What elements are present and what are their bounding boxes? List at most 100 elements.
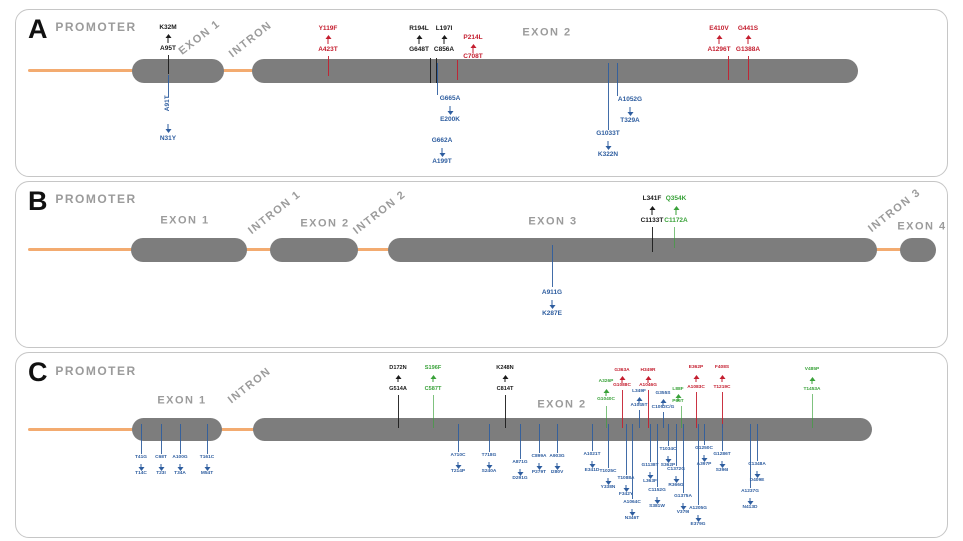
amino-acid-label: F408S: [714, 365, 730, 370]
mutation-line: [812, 394, 813, 428]
panel-letter: C: [28, 357, 48, 387]
exon-block: [132, 59, 224, 83]
nucleotide-label: A1046G: [639, 383, 657, 388]
amino-acid-label: G363A: [614, 368, 630, 373]
mutation-arrow-down-icon: [672, 476, 681, 483]
exon-block: [388, 238, 877, 262]
mutation-line: [436, 58, 437, 83]
nucleotide-label: A903G: [549, 454, 565, 459]
mutation-arrow-down-icon: [622, 485, 631, 492]
mutation-arrow-down-icon: [176, 464, 185, 471]
mutation-line: [698, 424, 699, 505]
amino-acid-label: N31Y: [159, 135, 177, 142]
nucleotide-label: G1040C: [597, 397, 615, 402]
mutation-arrow-down-icon: [604, 478, 613, 485]
mutation-line: [557, 424, 558, 453]
mutation-arrow-down-icon: [626, 107, 635, 116]
nucleotide-label: C899A: [531, 454, 547, 459]
nucleotide-label: C1152G: [648, 488, 666, 493]
amino-acid-label: Y119F: [318, 25, 338, 32]
mutation-arrow-up-icon: [692, 375, 701, 382]
nucleotide-label: G665A: [439, 95, 461, 102]
mutation-arrow-down-icon: [137, 464, 146, 471]
mutation-arrow-down-icon: [694, 515, 703, 522]
exon-block: [131, 238, 247, 262]
mutation-line: [398, 395, 399, 428]
mutation-line: [648, 390, 649, 428]
mutation-line: [433, 395, 434, 428]
nucleotide-label: G514A: [389, 386, 407, 392]
mutation-arrow-up-icon: [674, 394, 683, 401]
nucleotide-label: A710C: [450, 453, 466, 458]
mutation-arrow-down-icon: [438, 148, 447, 157]
amino-acid-label: A199T: [432, 158, 452, 165]
nucleotide-label: A1083C: [687, 385, 705, 390]
nucleotide-label: T718G: [481, 453, 497, 458]
mutation-line: [663, 412, 664, 428]
mutation-line: [141, 424, 142, 454]
mutation-line: [722, 392, 723, 428]
mutation-arrow-down-icon: [604, 141, 613, 150]
amino-acid-label: S362P: [660, 463, 676, 468]
nucleotide-label: G1138T: [641, 463, 659, 468]
amino-acid-label: K287E: [542, 310, 562, 317]
mutation-arrow-up-icon: [644, 376, 653, 383]
nucleotide-label: C856A: [433, 46, 455, 53]
mutation-line: [748, 56, 749, 80]
mutation-line: [639, 410, 640, 428]
nucleotide-label: T1025C: [599, 469, 617, 474]
nucleotide-label: C68T: [155, 455, 167, 460]
amino-acid-label: Q354K: [665, 195, 687, 202]
amino-acid-label: T214P: [450, 469, 466, 474]
exon-block: [253, 418, 872, 441]
nucleotide-label: G1250C: [695, 446, 713, 451]
amino-acid-label: L197I: [435, 25, 453, 32]
amino-acid-label: N413D: [742, 505, 758, 510]
amino-acid-label: E200K: [440, 116, 460, 123]
mutation-arrow-up-icon: [469, 44, 478, 53]
nucleotide-label: G1088C: [613, 383, 631, 388]
nucleotide-label: G1033T: [596, 130, 620, 137]
mutation-line: [457, 60, 458, 80]
amino-acid-label: P214L: [463, 34, 483, 41]
mutation-arrow-down-icon: [588, 461, 597, 468]
mutation-line: [505, 395, 506, 428]
panel-frame-c: [15, 352, 948, 538]
mutation-arrow-down-icon: [646, 472, 655, 479]
nucleotide-label: A1052G: [617, 96, 643, 103]
mutation-line: [676, 424, 677, 466]
exon-block: [252, 59, 858, 83]
mutation-arrow-down-icon: [664, 456, 673, 463]
mutation-arrow-down-icon: [535, 463, 544, 470]
region-label: PROMOTER: [55, 20, 137, 34]
amino-acid-label: E410V: [709, 25, 729, 32]
amino-acid-label: A397P: [696, 462, 712, 467]
mutation-arrow-down-icon: [746, 498, 755, 505]
mutation-arrow-up-icon: [440, 35, 449, 44]
region-label: EXON 4: [897, 220, 947, 233]
nucleotide-label: A1237G: [741, 489, 759, 494]
mutation-line: [728, 56, 729, 80]
mutation-line: [180, 424, 181, 454]
amino-acid-label: R366G: [668, 483, 684, 488]
nucleotide-label: G1286T: [713, 452, 731, 457]
nucleotide-label: A1064C: [623, 500, 641, 505]
mutation-arrow-down-icon: [203, 464, 212, 471]
amino-acid-label: L349F: [632, 389, 646, 394]
panel-letter: A: [28, 14, 48, 44]
amino-acid-label: R194L: [409, 25, 429, 32]
mutation-line: [757, 424, 758, 461]
region-label: EXON 2: [300, 217, 350, 230]
amino-acid-label: G355S: [655, 391, 671, 396]
panel-letter: B: [28, 186, 48, 216]
mutation-arrow-up-icon: [744, 35, 753, 44]
nucleotide-label: T41G: [135, 455, 147, 460]
mutation-arrow-down-icon: [485, 462, 494, 469]
mutation-line: [622, 390, 623, 428]
mutation-line: [592, 424, 593, 451]
mutation-arrow-down-icon: [653, 497, 662, 504]
amino-acid-label: S196F: [424, 365, 442, 371]
mutation-line: [617, 63, 618, 96]
region-label: EXON 2: [537, 398, 587, 411]
nucleotide-label: C1372G: [667, 467, 685, 472]
